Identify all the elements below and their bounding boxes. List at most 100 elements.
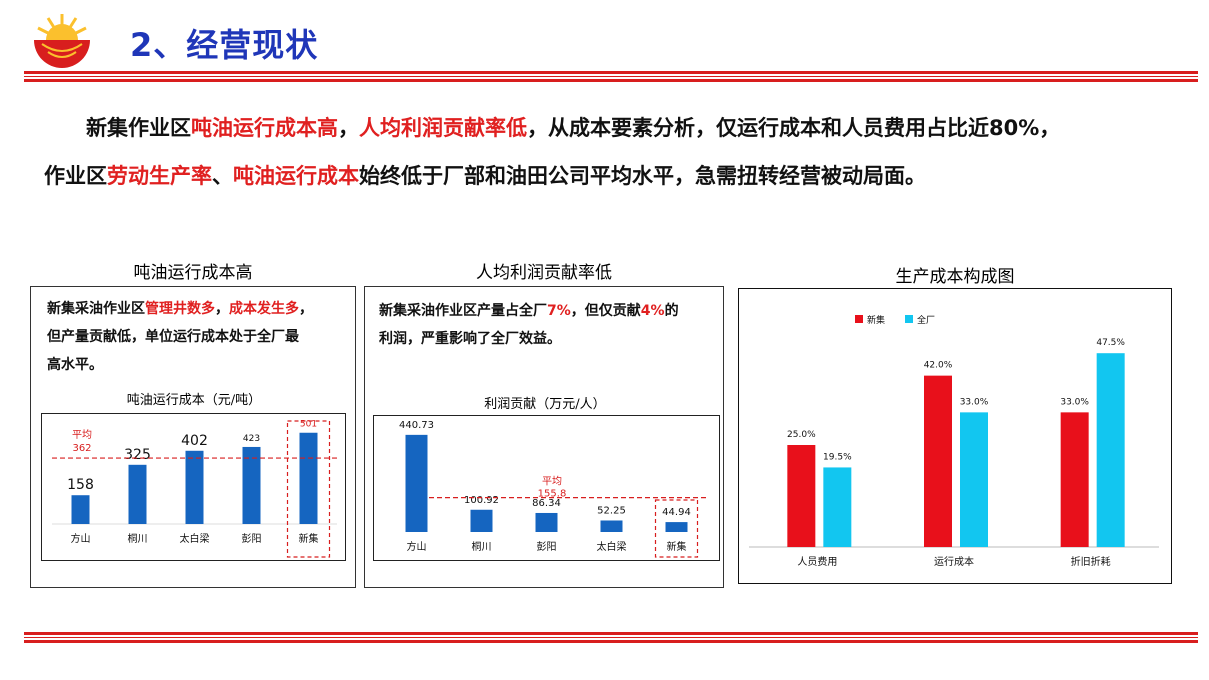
chart1-category-label-0: 方山 <box>71 532 91 545</box>
chart2-data-label-0: 440.73 <box>399 420 434 431</box>
chart2-bar-2 <box>535 512 558 532</box>
intro-line-1: 新集作业区吨油运行成本高，人均利润贡献率低，从成本要素分析，仅运行成本和人员费用… <box>44 104 1184 152</box>
chart3-data-label-1-0: 42.0% <box>924 361 953 371</box>
chart1-category-label-2: 太白梁 <box>180 532 210 545</box>
chart1-highlight-box <box>286 420 331 558</box>
chart2-data-label-1: 100.92 <box>464 495 499 506</box>
chart1-frame: 158 方山 325 桐川 402 太白梁 423 彭阳 501 新集 平均 362 <box>41 413 346 561</box>
panel1-desc1-segment-4: ， <box>299 301 313 317</box>
panel-cost-structure: 新集 全厂 25.0% 19.5% 人员费用 42.0% 33.0% 运行成本 33.0% 47.… <box>738 288 1172 584</box>
chart1-data-label-1: 325 <box>124 447 151 463</box>
panel1-title: 吨油运行成本高 <box>133 263 253 283</box>
panel-profit-contribution: 新集采油作业区产量占全厂7%，但仅贡献4%的 利润，严重影响了全厂效益。 利润贡… <box>364 286 724 588</box>
chart3-data-label-1-1: 33.0% <box>960 397 989 407</box>
chart1-bar-4 <box>299 432 318 524</box>
panel2-desc1-segment-3: 4% <box>640 303 665 319</box>
panel2-description: 新集采油作业区产量占全厂7%，但仅贡献4%的 利润，严重影响了全厂效益。 <box>379 297 719 353</box>
intro-line2-segment-2: 、 <box>212 164 233 188</box>
chart3-bar-1-0 <box>924 375 952 547</box>
chart3-bar-1-1 <box>960 412 988 547</box>
panel2-desc1-segment-2: ，但仅贡献 <box>570 303 641 319</box>
panel3-title: 生产成本构成图 <box>895 267 1015 287</box>
intro-paragraph: 新集作业区吨油运行成本高，人均利润贡献率低，从成本要素分析，仅运行成本和人员费用… <box>44 104 1184 200</box>
chart3-bar-2-1 <box>1096 353 1125 547</box>
chart2-category-label-4: 新集 <box>667 540 687 553</box>
chart3-bar-0-0 <box>787 445 816 547</box>
chart1-svg: 158 方山 325 桐川 402 太白梁 423 彭阳 501 新集 平均 362 <box>52 420 337 558</box>
chart2-bar-1 <box>470 509 493 532</box>
chart1-category-label-4: 新集 <box>299 532 319 545</box>
panel1-description: 新集采油作业区管理井数多，成本发生多， 但产量贡献低，单位运行成本处于全厂最 高… <box>47 295 352 379</box>
intro-line2-segment-1: 劳动生产率 <box>107 164 212 188</box>
panel1-desc-line-2: 但产量贡献低，单位运行成本处于全厂最 <box>47 329 299 345</box>
intro-line2-segment-3: 吨油运行成本 <box>233 164 359 188</box>
chart1-average-label: 平均 <box>72 429 92 441</box>
chart2-svg: 440.73 方山 100.92 桐川 86.34 彭阳 52.25 太白梁 44.94 新集 平均… <box>399 420 709 558</box>
chart1-average-value: 362 <box>72 443 91 454</box>
panel2-desc-line-2: 利润，严重影响了全厂效益。 <box>379 331 561 347</box>
intro-line2-segment-4: 始终低于厂部和油田公司平均水平，急需扭转经营被动局面。 <box>359 164 926 188</box>
chart2-data-label-3: 52.25 <box>597 505 626 516</box>
chart2-highlight-box <box>654 499 699 558</box>
slide-title: 2、经营现状 <box>130 26 319 64</box>
chart1-category-label-3: 彭阳 <box>242 532 262 545</box>
chart2-category-label-3: 太白梁 <box>597 540 627 553</box>
intro-line-2: 作业区劳动生产率、吨油运行成本始终低于厂部和油田公司平均水平，急需扭转经营被动局… <box>44 152 1184 200</box>
chart2-bar-0 <box>405 434 428 532</box>
chart1-data-label-4: 501 <box>300 420 317 430</box>
panel2-desc1-segment-4: 的 <box>664 303 679 319</box>
intro-line2-segment-0: 作业区 <box>44 164 107 188</box>
chart3-data-label-2-1: 47.5% <box>1096 338 1125 348</box>
panel1-desc-line-3: 高水平。 <box>47 357 103 373</box>
chart3-bar-0-1 <box>823 467 852 547</box>
chart1-category-label-1: 桐川 <box>128 532 148 545</box>
chart2-average-value: 155.8 <box>538 489 567 500</box>
chart3-data-label-0-1: 19.5% <box>823 452 852 462</box>
chart2-category-label-0: 方山 <box>407 540 427 553</box>
chart3-category-label-2: 折旧折耗 <box>1071 555 1111 568</box>
intro-line1-segment-2: ， <box>338 116 359 140</box>
chart3-data-label-0-0: 25.0% <box>787 430 816 440</box>
chart1-bar-0 <box>71 495 90 524</box>
chart2-frame: 440.73 方山 100.92 桐川 86.34 彭阳 52.25 太白梁 44.94 新集 平均… <box>373 415 720 561</box>
chart1-bar-1 <box>128 464 147 524</box>
footer-divider <box>24 632 1198 643</box>
intro-line1-segment-1: 吨油运行成本高 <box>191 116 338 140</box>
panel1-desc-line-1: 新集采油作业区管理井数多，成本发生多， <box>47 295 352 323</box>
chart3-category-label-0: 人员费用 <box>797 555 837 568</box>
panel2-desc1-segment-0: 新集采油作业区产量占全厂 <box>379 303 547 319</box>
chart2-bar-3 <box>600 520 623 532</box>
chart2-average-label: 平均 <box>542 476 562 488</box>
intro-line1-segment-3: 人均利润贡献率低 <box>359 116 527 140</box>
chart2-category-label-2: 彭阳 <box>537 540 557 553</box>
chart2-data-label-2: 86.34 <box>532 498 561 509</box>
chart3-svg: 新集 全厂 25.0% 19.5% 人员费用 42.0% 33.0% 运行成本 33.0% 47.… <box>749 314 1159 568</box>
chart1-data-label-2: 402 <box>181 433 208 449</box>
company-logo-icon <box>34 14 90 68</box>
chart1-data-label-0: 158 <box>67 477 94 493</box>
chart3-legend-label-0: 新集 <box>867 314 885 326</box>
panel1-desc1-segment-0: 新集采油作业区 <box>47 301 145 317</box>
chart1-title: 吨油运行成本（元/吨） <box>126 393 262 408</box>
chart3-legend-label-1: 全厂 <box>917 314 935 326</box>
panel2-desc-line-1: 新集采油作业区产量占全厂7%，但仅贡献4%的 <box>379 297 719 325</box>
chart3-bar-2-0 <box>1060 412 1089 547</box>
chart3-data-label-2-0: 33.0% <box>1060 397 1089 407</box>
chart3-legend-swatch-1 <box>905 315 913 323</box>
intro-line1-segment-4: ，从成本要素分析，仅运行成本和人员费用占比近80%， <box>527 116 1061 140</box>
panel2-title: 人均利润贡献率低 <box>476 263 612 283</box>
chart2-title: 利润贡献（万元/人） <box>484 397 606 412</box>
chart2-data-label-4: 44.94 <box>662 507 691 518</box>
chart2-category-label-1: 桐川 <box>472 540 492 553</box>
panel1-desc1-segment-2: ， <box>215 301 229 317</box>
chart1-bar-2 <box>185 450 204 524</box>
chart3-category-label-1: 运行成本 <box>934 555 974 568</box>
chart3-legend-swatch-0 <box>855 315 863 323</box>
panel-ton-oil-cost: 新集采油作业区管理井数多，成本发生多， 但产量贡献低，单位运行成本处于全厂最 高… <box>30 286 356 588</box>
chart1-bar-3 <box>242 446 261 524</box>
panel2-desc1-segment-1: 7% <box>547 303 571 319</box>
header-divider <box>24 71 1198 82</box>
chart2-bar-4 <box>665 522 688 532</box>
panel1-desc1-segment-1: 管理井数多 <box>145 301 215 317</box>
intro-line1-segment-0: 新集作业区 <box>86 116 191 140</box>
